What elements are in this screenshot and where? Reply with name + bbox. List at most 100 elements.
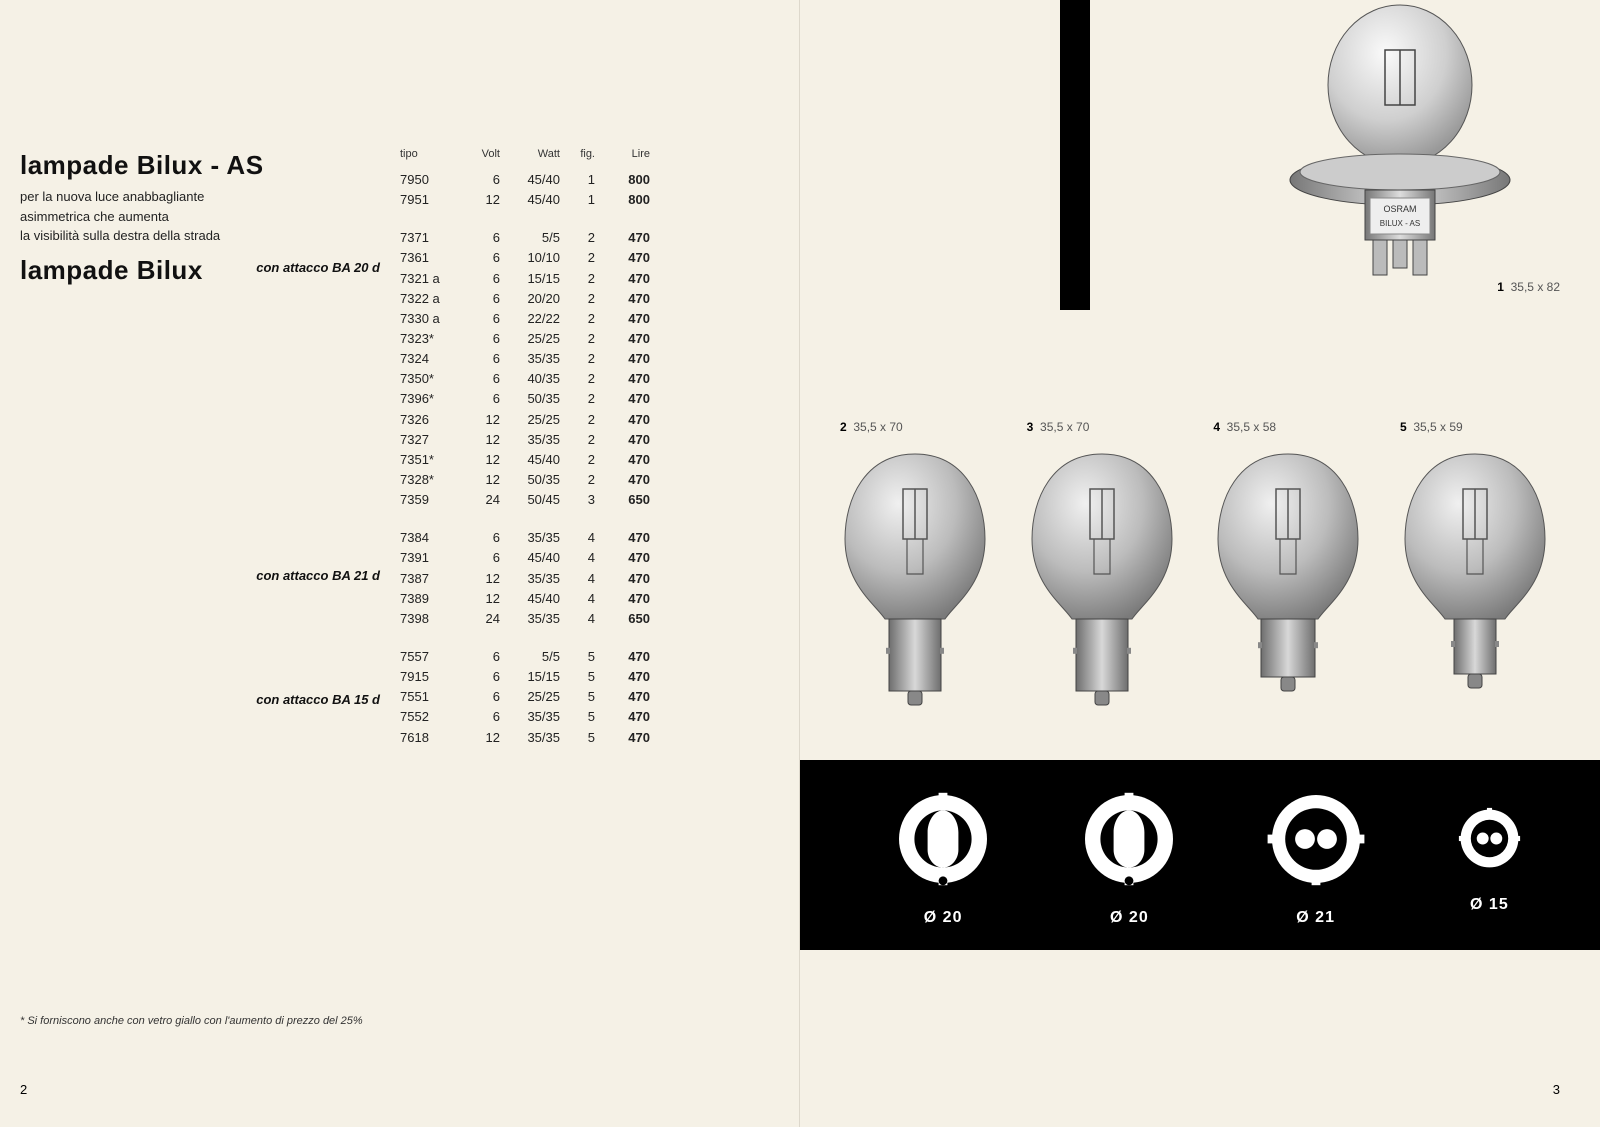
cell-fig: 1: [560, 190, 595, 210]
cell-lire: 470: [595, 647, 650, 667]
cell-volt: 6: [460, 289, 500, 309]
cell-fig: 4: [560, 589, 595, 609]
cell-volt: 6: [460, 170, 500, 190]
bulb-figure: 5 35,5 x 59: [1390, 420, 1560, 729]
cell-fig: 2: [560, 309, 595, 329]
cell-volt: 6: [460, 329, 500, 349]
cell-fig: 2: [560, 369, 595, 389]
bulb-figure: 3 35,5 x 70: [1017, 420, 1187, 729]
attacco-ba15d: con attacco BA 15 d: [200, 692, 380, 707]
cell-lire: 470: [595, 687, 650, 707]
cell-watt: 45/40: [500, 589, 560, 609]
cell-watt: 40/35: [500, 369, 560, 389]
bulb-num: 5: [1400, 420, 1407, 434]
socket-diagram: Ø 15: [1447, 796, 1532, 914]
cell-watt: 5/5: [500, 647, 560, 667]
socket-diagram: Ø 21: [1261, 784, 1371, 927]
cell-fig: 2: [560, 470, 595, 490]
cell-lire: 470: [595, 667, 650, 687]
hero-bulb-figure: OSRAM BILUX - AS: [1260, 0, 1540, 310]
table-row: 73891245/404470: [400, 589, 650, 609]
section-bilux: lampade Bilux: [20, 255, 203, 286]
cell-volt: 12: [460, 589, 500, 609]
cell-watt: 20/20: [500, 289, 560, 309]
cell-volt: 6: [460, 369, 500, 389]
cell-volt: 12: [460, 728, 500, 748]
cell-volt: 12: [460, 410, 500, 430]
cell-fig: 5: [560, 667, 595, 687]
cell-fig: 2: [560, 228, 595, 248]
table-headers: tipo Volt Watt fig. Lire: [400, 148, 650, 160]
cell-volt: 6: [460, 349, 500, 369]
cell-volt: 24: [460, 609, 500, 629]
header-fig: fig.: [560, 148, 595, 160]
table-row: 7330 a622/222470: [400, 309, 650, 329]
socket-diagram: Ø 20: [1074, 784, 1184, 927]
hero-num: 1: [1497, 280, 1504, 294]
table-row: 7322 a620/202470: [400, 289, 650, 309]
attacco-ba20d: con attacco BA 20 d: [200, 260, 380, 275]
cell-watt: 35/35: [500, 528, 560, 548]
cell-volt: 12: [460, 470, 500, 490]
cell-tipo: 7557: [400, 647, 460, 667]
socket-label: Ø 20: [888, 909, 998, 927]
footnote: * Si forniscono anche con vetro giallo c…: [20, 1015, 363, 1027]
cell-watt: 50/45: [500, 490, 560, 510]
cell-lire: 470: [595, 329, 650, 349]
cell-volt: 6: [460, 687, 500, 707]
cell-volt: 6: [460, 528, 500, 548]
table-row: 737165/52470: [400, 228, 650, 248]
header-lire: Lire: [595, 148, 650, 160]
hero-brand-1: OSRAM: [1383, 204, 1416, 214]
cell-fig: 5: [560, 687, 595, 707]
cell-fig: 3: [560, 490, 595, 510]
cell-lire: 800: [595, 170, 650, 190]
cell-lire: 470: [595, 269, 650, 289]
cell-watt: 45/40: [500, 450, 560, 470]
subtitle-bilux-as: per la nuova luce anabbagliante asimmetr…: [20, 187, 264, 246]
cell-fig: 5: [560, 707, 595, 727]
cell-watt: 35/35: [500, 430, 560, 450]
cell-tipo: 7387: [400, 569, 460, 589]
title-bilux: lampade Bilux: [20, 255, 203, 286]
bulb-num: 3: [1027, 420, 1034, 434]
cell-volt: 6: [460, 707, 500, 727]
cell-tipo: 7552: [400, 707, 460, 727]
cell-tipo: 7323*: [400, 329, 460, 349]
page-number-right: 3: [1553, 1082, 1560, 1097]
cell-volt: 6: [460, 389, 500, 409]
bulb-dims: 35,5 x 59: [1413, 420, 1462, 434]
cell-watt: 25/25: [500, 329, 560, 349]
attacco-ba21d: con attacco BA 21 d: [200, 568, 380, 583]
cell-watt: 5/5: [500, 228, 560, 248]
table-row: 7323*625/252470: [400, 329, 650, 349]
cell-lire: 470: [595, 289, 650, 309]
socket-diagram: Ø 20: [888, 784, 998, 927]
cell-watt: 15/15: [500, 667, 560, 687]
bulb-dims: 35,5 x 58: [1227, 420, 1276, 434]
cell-tipo: 7350*: [400, 369, 460, 389]
cell-lire: 470: [595, 430, 650, 450]
cell-volt: 6: [460, 667, 500, 687]
cell-lire: 470: [595, 528, 650, 548]
title-bilux-as: lampade Bilux - AS: [20, 150, 264, 181]
bulb-caption: 5 35,5 x 59: [1390, 420, 1560, 434]
bulb-row: 2 35,5 x 70 3 35,5 x 70: [830, 420, 1560, 729]
hero-caption: 1 35,5 x 82: [1497, 280, 1560, 294]
cell-tipo: 7361: [400, 248, 460, 268]
table-row: 755765/55470: [400, 647, 650, 667]
cell-volt: 6: [460, 228, 500, 248]
cell-volt: 12: [460, 569, 500, 589]
table-row: 7328*1250/352470: [400, 470, 650, 490]
cell-volt: 12: [460, 190, 500, 210]
cell-fig: 2: [560, 430, 595, 450]
header-tipo: tipo: [400, 148, 460, 160]
bulb-caption: 2 35,5 x 70: [830, 420, 1000, 434]
cell-fig: 2: [560, 450, 595, 470]
cell-volt: 12: [460, 450, 500, 470]
cell-tipo: 7915: [400, 667, 460, 687]
cell-volt: 6: [460, 248, 500, 268]
cell-lire: 470: [595, 228, 650, 248]
cell-lire: 470: [595, 548, 650, 568]
cell-fig: 2: [560, 389, 595, 409]
